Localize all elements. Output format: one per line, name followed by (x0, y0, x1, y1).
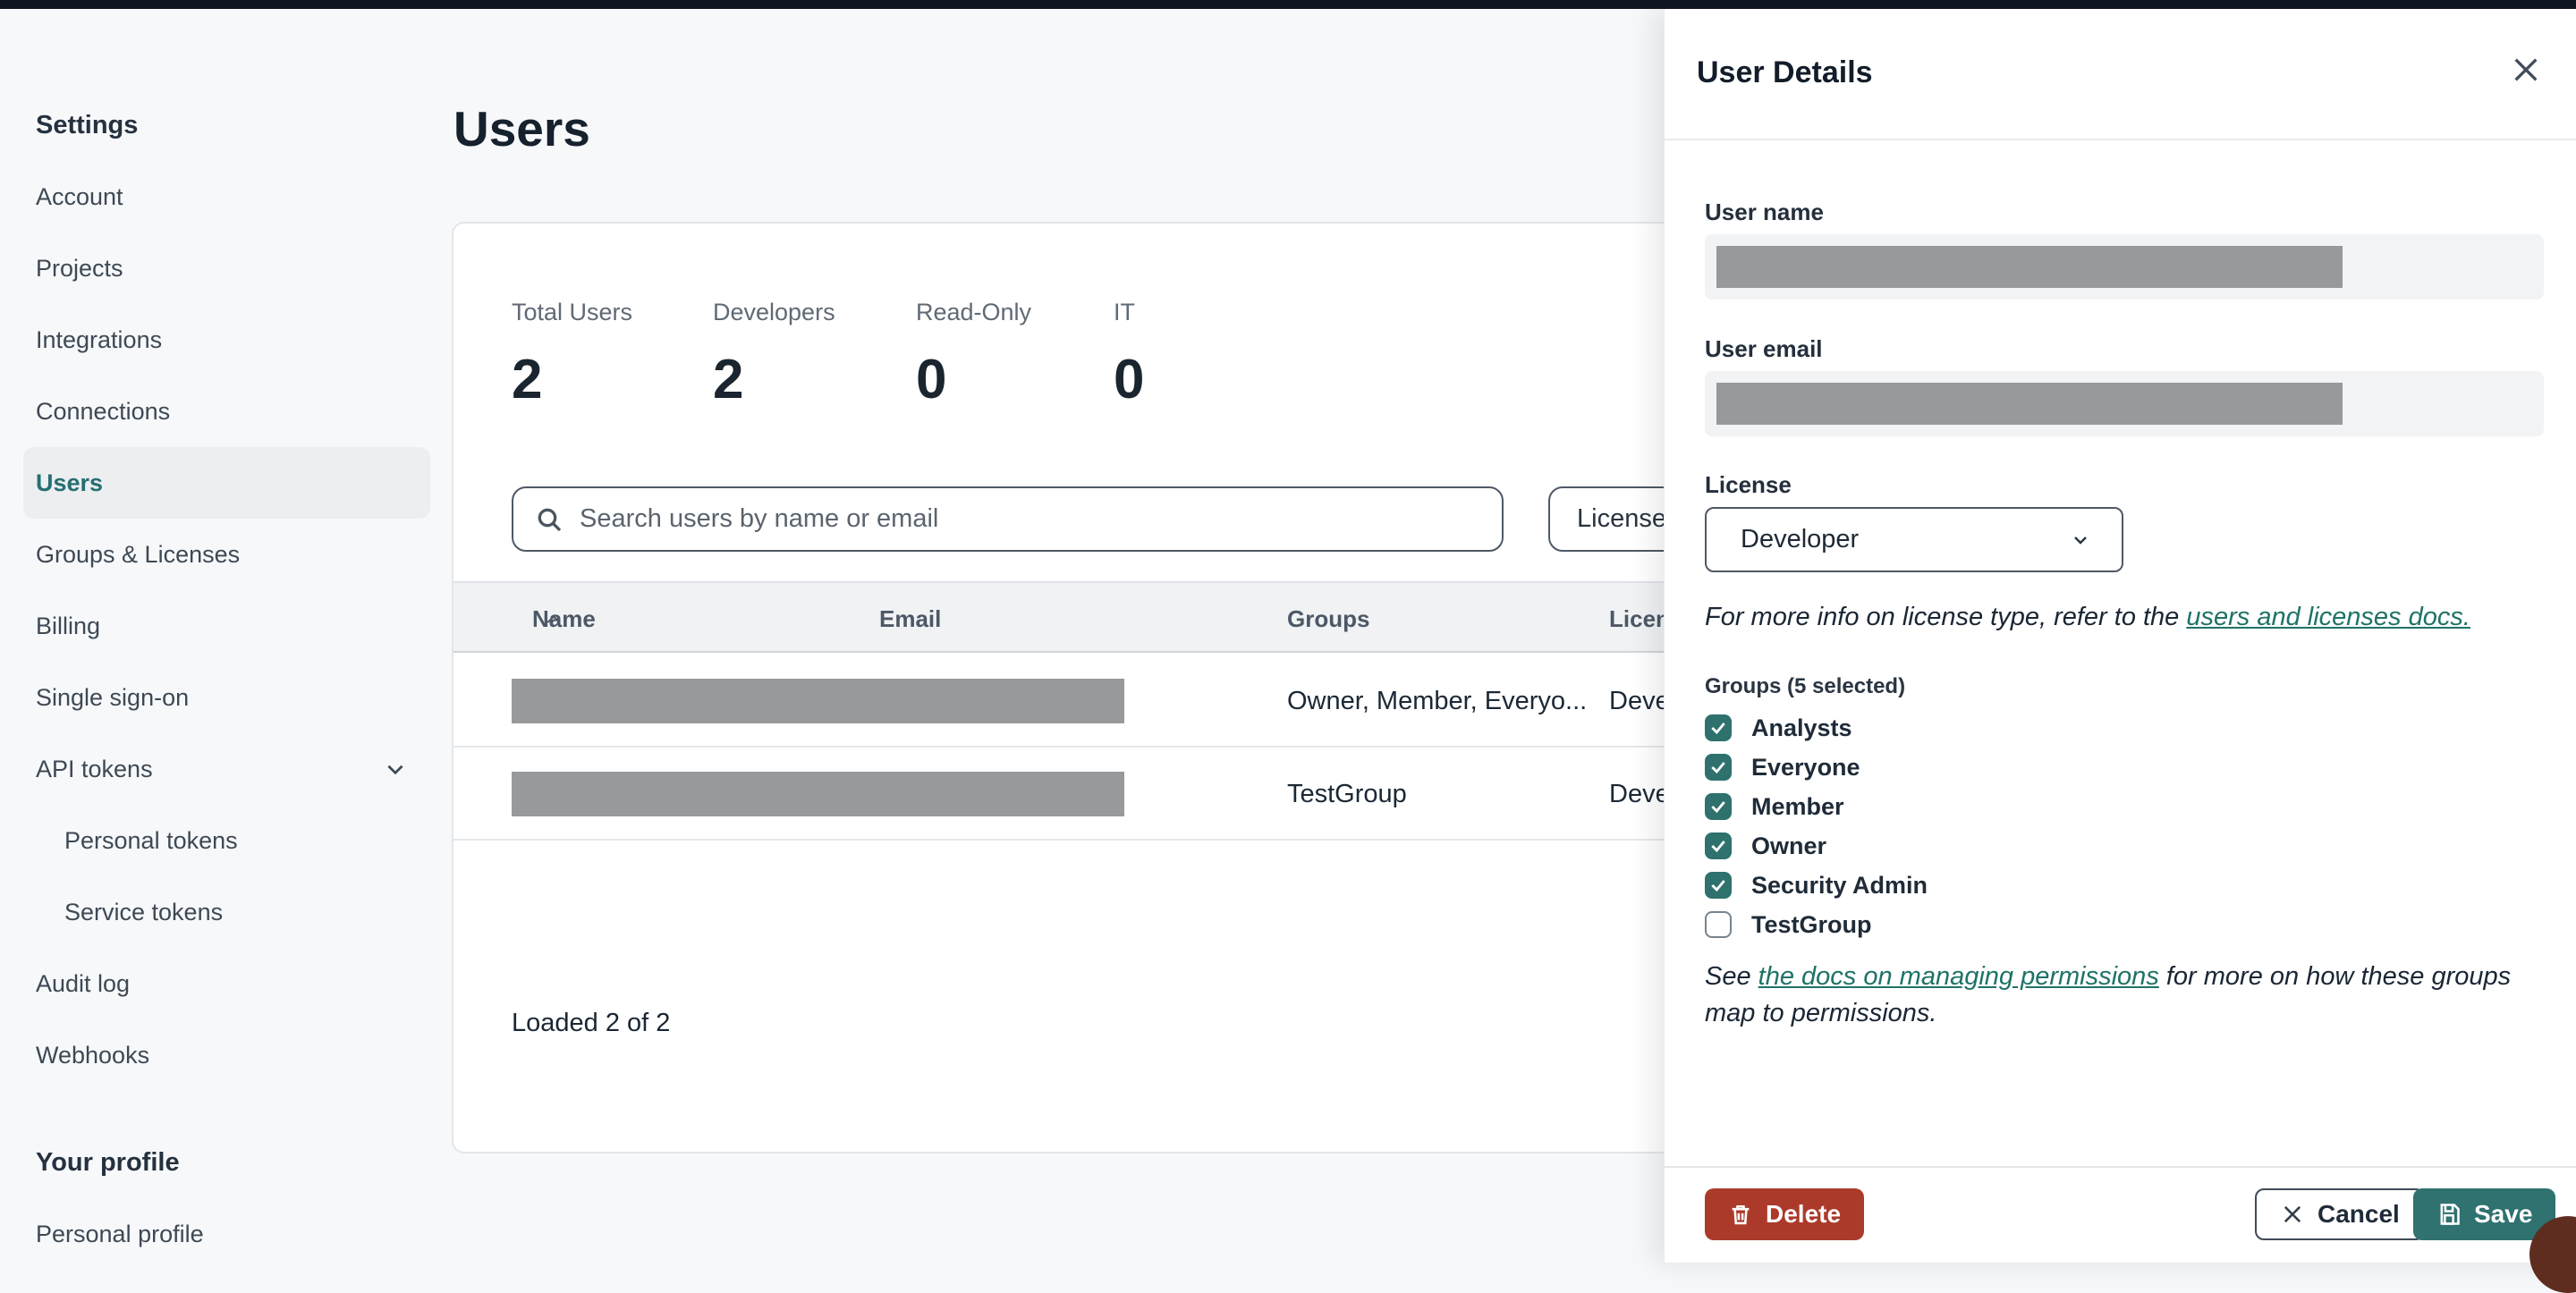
users-licenses-docs-link[interactable]: users and licenses docs. (2186, 603, 2470, 631)
user-details-panel: User Details User name User email Licens… (1664, 9, 2576, 1263)
sidebar-section-title: Settings (36, 110, 139, 139)
redacted-user-name (1716, 246, 2343, 288)
save-button[interactable]: Save (2413, 1188, 2556, 1240)
sidebar-item-single-sign-on[interactable]: Single sign-on (36, 683, 190, 711)
column-header-name[interactable]: Name (532, 604, 596, 632)
search-icon (538, 508, 562, 531)
users-card: Total Users 2 Developers 2 Read-Only 0 I… (452, 222, 1698, 1154)
sort-ascending-icon (547, 615, 561, 623)
cancel-button[interactable]: Cancel (2255, 1188, 2425, 1240)
check-icon (1711, 723, 1725, 735)
check-icon (1711, 762, 1725, 774)
stat-it: IT 0 (1114, 299, 1145, 410)
user-name-field[interactable] (1705, 234, 2544, 300)
column-header-groups[interactable]: Groups (1287, 604, 1370, 632)
table-row[interactable]: Owner, Member, Everyo... Developer (453, 655, 1696, 748)
sidebar-item-users[interactable]: Users (23, 447, 430, 519)
checkbox[interactable] (1705, 911, 1732, 938)
chevron-down-icon (2074, 536, 2087, 545)
checkbox[interactable] (1705, 872, 1732, 899)
user-email-field[interactable] (1705, 371, 2544, 436)
checkbox[interactable] (1705, 832, 1732, 859)
license-note: For more info on license type, refer to … (1705, 603, 2470, 631)
settings-sidebar: Settings Account Projects Integrations C… (23, 89, 430, 1270)
group-row-analysts: Analysts (1705, 708, 1928, 748)
groups-count-label: Groups (5 selected) (1705, 674, 1906, 698)
save-icon (2440, 1204, 2460, 1225)
top-window-bar (0, 0, 2576, 9)
close-icon (2514, 58, 2538, 81)
group-row-security-admin: Security Admin (1705, 866, 1928, 905)
close-button[interactable] (2508, 52, 2544, 88)
managing-permissions-docs-link[interactable]: the docs on managing permissions (1758, 962, 2159, 991)
panel-title: User Details (1697, 55, 1873, 89)
sidebar-item-projects[interactable]: Projects (36, 254, 123, 282)
sidebar-item-personal-profile[interactable]: Personal profile (36, 1220, 204, 1247)
close-icon (2284, 1205, 2301, 1223)
panel-header-divider (1665, 139, 2576, 140)
check-icon (1711, 880, 1725, 892)
page-title: Users (453, 101, 590, 156)
check-icon (1711, 801, 1725, 814)
checkbox[interactable] (1705, 793, 1732, 820)
sidebar-item-account[interactable]: Account (36, 182, 123, 210)
sidebar-item-audit-log[interactable]: Audit log (36, 969, 131, 997)
stat-total-users: Total Users 2 (512, 299, 633, 410)
user-search (512, 486, 1504, 552)
users-table-header: Name Email Groups License (453, 581, 1696, 653)
sidebar-item-groups-licenses[interactable]: Groups & Licenses (36, 540, 241, 568)
search-input[interactable] (580, 504, 1480, 534)
checkbox[interactable] (1705, 754, 1732, 781)
sidebar-item-personal-tokens[interactable]: Personal tokens (64, 826, 238, 854)
redacted-name-email (512, 772, 1124, 816)
panel-footer: Delete Cancel Save (1665, 1166, 2576, 1263)
group-row-member: Member (1705, 787, 1928, 826)
sidebar-item-webhooks[interactable]: Webhooks (36, 1041, 150, 1069)
user-email-label: User email (1705, 335, 1823, 362)
row-groups-cell: TestGroup (1287, 779, 1407, 808)
redacted-user-email (1716, 383, 2343, 425)
sidebar-item-service-tokens[interactable]: Service tokens (64, 898, 224, 925)
delete-button[interactable]: Delete (1705, 1188, 1865, 1240)
permissions-note: See the docs on managing permissions for… (1705, 962, 2512, 1027)
license-select[interactable]: Developer (1705, 507, 2123, 572)
sidebar-item-connections[interactable]: Connections (36, 397, 171, 425)
redacted-name-email (512, 679, 1124, 723)
row-groups-cell: Owner, Member, Everyo... (1287, 686, 1588, 715)
groups-checkbox-list: Analysts Everyone Member Owner Security … (1705, 708, 1928, 944)
sidebar-item-integrations[interactable]: Integrations (36, 325, 163, 353)
trash-icon (1732, 1204, 1750, 1225)
stat-developers: Developers 2 (713, 299, 835, 410)
sidebar-item-billing[interactable]: Billing (36, 612, 101, 639)
group-row-testgroup: TestGroup (1705, 905, 1928, 944)
checkbox[interactable] (1705, 714, 1732, 741)
table-row[interactable]: TestGroup Developer (453, 748, 1696, 841)
sidebar-item-api-tokens[interactable]: API tokens (23, 733, 430, 805)
check-icon (1711, 841, 1725, 853)
user-name-label: User name (1705, 199, 1824, 225)
loaded-status: Loaded 2 of 2 (512, 1009, 671, 1037)
sidebar-profile-section-title: Your profile (36, 1147, 180, 1177)
group-row-owner: Owner (1705, 826, 1928, 866)
group-row-everyone: Everyone (1705, 748, 1928, 787)
chevron-down-icon (387, 765, 403, 775)
license-label: License (1705, 471, 1792, 498)
column-header-email[interactable]: Email (879, 604, 942, 632)
stat-read-only: Read-Only 0 (916, 299, 1032, 410)
